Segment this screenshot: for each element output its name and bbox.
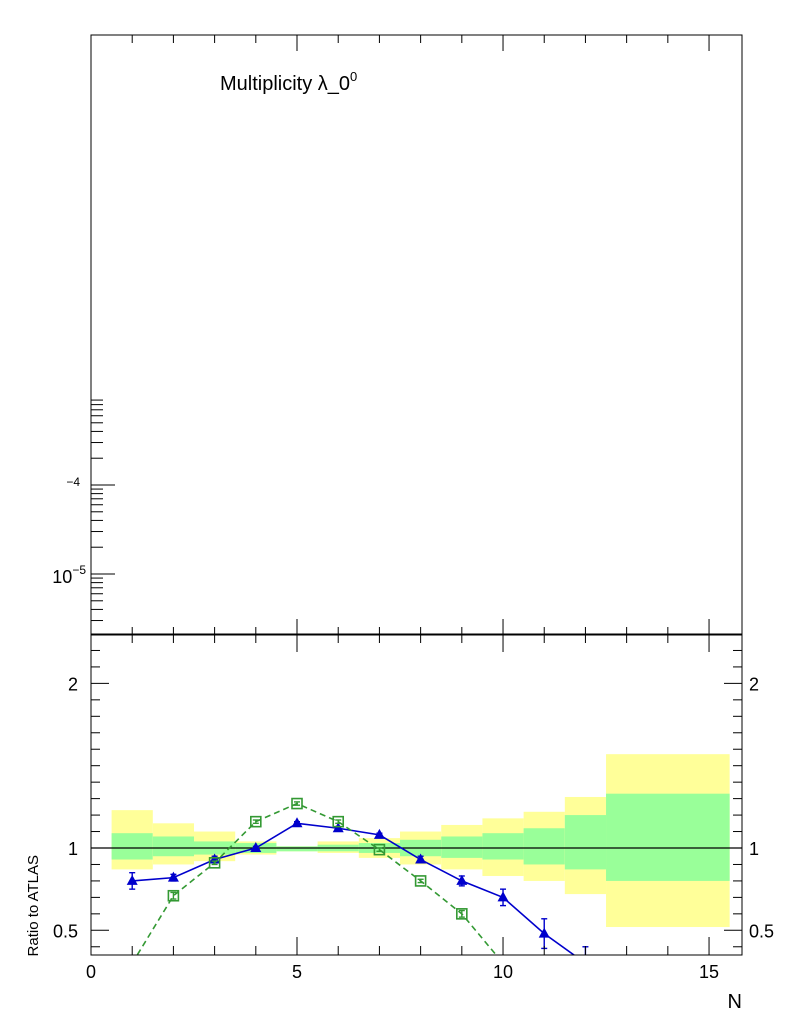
band-inner-12 — [606, 793, 730, 881]
x-tick-label: 15 — [699, 962, 719, 982]
x-axis-label: N — [728, 991, 742, 1013]
series-0-line — [132, 822, 576, 955]
ratio-panel: 0 5 10 15 0.5 1 2 0.5 1 2 Ratio to ATLAS N — [25, 633, 774, 1013]
series-0-point — [456, 874, 468, 885]
series-0-point — [167, 871, 179, 882]
upper-panel-frame — [90, 34, 743, 636]
series-0-point — [250, 842, 262, 852]
series-1-point — [291, 797, 303, 810]
band-inner-1 — [152, 836, 195, 857]
upper-axis-ticks — [90, 35, 710, 635]
ratio-panel-frame — [90, 633, 743, 956]
series-1-point — [373, 843, 386, 856]
series-0-point — [415, 853, 427, 864]
chart-title: Multiplicity λ_00 — [220, 69, 357, 95]
band-inner-11 — [564, 815, 607, 870]
y-tick-label-left: 0.5 — [53, 921, 78, 941]
series-1-point — [456, 908, 468, 920]
y-tick-label-left: 1 — [68, 839, 78, 859]
band-inner-4 — [276, 846, 318, 852]
x-tick-label: 10 — [493, 962, 513, 982]
band-inner-9 — [482, 833, 524, 860]
series-1-point — [414, 875, 427, 887]
y-axis-label: Ratio to ATLAS — [25, 855, 42, 956]
series-0-point — [373, 828, 385, 839]
y-tick-label-1e-5: 10−5 — [52, 563, 86, 587]
y-tick-label-1e-4: −4 — [66, 475, 80, 489]
series-0-point — [126, 874, 138, 885]
ratio-axis-ticks — [90, 633, 742, 955]
series-0-point — [538, 927, 550, 938]
band-inner-0 — [111, 833, 153, 860]
series-1-point — [332, 815, 345, 828]
series-1-point — [127, 958, 137, 968]
series-1-point — [167, 889, 180, 902]
y-tick-label-left: 2 — [68, 674, 78, 694]
series-1-point — [208, 857, 221, 869]
ratio-tick-labels: 0 5 10 15 0.5 1 2 0.5 1 2 — [53, 674, 774, 982]
y-tick-label-right: 1 — [749, 839, 759, 859]
band-inner-10 — [523, 828, 565, 865]
uncertainty-bands — [111, 754, 730, 928]
series-0-point — [580, 957, 591, 967]
band-inner-8 — [441, 836, 483, 858]
y-tick-label-right: 2 — [749, 674, 759, 694]
series-0-point — [291, 817, 303, 828]
x-tick-label: 5 — [292, 962, 302, 982]
series-0-point — [497, 891, 509, 902]
series-1-point — [250, 815, 262, 828]
upper-panel: Multiplicity λ_00 −4 10−5 — [52, 34, 743, 636]
chart-title-superscript: 0 — [350, 69, 357, 84]
x-tick-label: 0 — [86, 962, 96, 982]
y-tick-label-right: 0.5 — [749, 921, 774, 941]
series-1-line — [136, 802, 498, 955]
